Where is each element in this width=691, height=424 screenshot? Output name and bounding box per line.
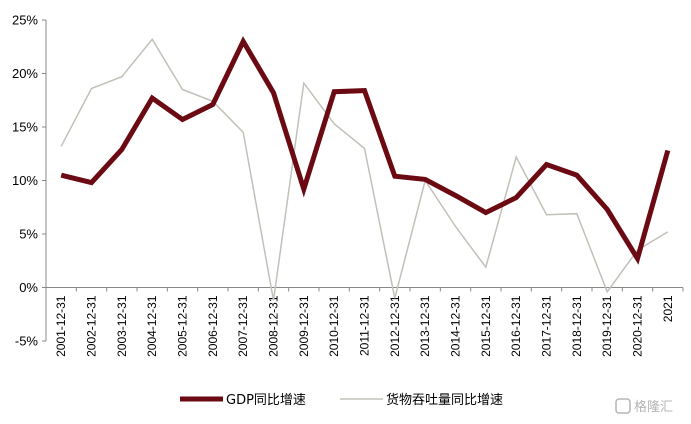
x-tick-label: 2015-12-31 bbox=[479, 295, 493, 357]
x-tick-label: 2021 bbox=[661, 295, 675, 322]
watermark: 格隆汇 bbox=[615, 398, 673, 415]
x-axis-labels: 2001-12-31 2002-12-31 2003-12-31 2004-12-31… bbox=[54, 295, 675, 357]
y-tick-label: -5% bbox=[15, 334, 39, 349]
x-tick-label: 2006-12-31 bbox=[206, 295, 220, 357]
legend: GDP同比增速 货物吞吐量同比增速 bbox=[180, 392, 503, 408]
x-tick-label: 2005-12-31 bbox=[176, 295, 190, 357]
y-tick-label: 25% bbox=[12, 13, 38, 28]
y-tick-label: 0% bbox=[19, 280, 38, 295]
y-axis-ticks bbox=[42, 19, 46, 342]
y-axis-labels: -5% 0% 5% 10% 15% 20% 25% bbox=[12, 13, 38, 349]
watermark-text: 格隆汇 bbox=[634, 399, 673, 415]
y-tick-label: 20% bbox=[12, 66, 38, 81]
x-tick-label: 2019-12-31 bbox=[600, 295, 614, 357]
x-tick-label: 2012-12-31 bbox=[388, 295, 402, 357]
x-tick-label: 2013-12-31 bbox=[418, 295, 432, 357]
x-tick-label: 2020-12-31 bbox=[631, 295, 645, 357]
y-tick-label: 5% bbox=[19, 227, 38, 242]
x-tick-label: 2001-12-31 bbox=[54, 295, 68, 357]
x-tick-label: 2007-12-31 bbox=[236, 295, 250, 357]
legend-label-gdp: GDP同比增速 bbox=[226, 393, 306, 408]
legend-label-cargo: 货物吞吐量同比增速 bbox=[386, 392, 503, 408]
x-tick-label: 2008-12-31 bbox=[267, 295, 281, 357]
watermark-logo-icon bbox=[615, 398, 631, 414]
x-tick-label: 2004-12-31 bbox=[145, 295, 159, 357]
x-axis-ticks bbox=[45, 287, 684, 292]
x-tick-label: 2010-12-31 bbox=[327, 295, 341, 357]
x-tick-label: 2011-12-31 bbox=[358, 295, 372, 356]
x-tick-label: 2009-12-31 bbox=[297, 295, 311, 357]
x-tick-label: 2018-12-31 bbox=[570, 295, 584, 357]
x-tick-label: 2017-12-31 bbox=[540, 295, 554, 357]
x-tick-label: 2014-12-31 bbox=[449, 295, 463, 357]
y-tick-label: 15% bbox=[12, 120, 38, 135]
x-tick-label: 2016-12-31 bbox=[509, 295, 523, 357]
series-line-gdp bbox=[60, 36, 671, 265]
y-tick-label: 10% bbox=[12, 173, 38, 188]
x-tick-label: 2002-12-31 bbox=[85, 295, 99, 357]
series-line-cargo bbox=[60, 37, 669, 301]
x-tick-label: 2003-12-31 bbox=[115, 295, 129, 357]
series-layer bbox=[60, 36, 671, 301]
